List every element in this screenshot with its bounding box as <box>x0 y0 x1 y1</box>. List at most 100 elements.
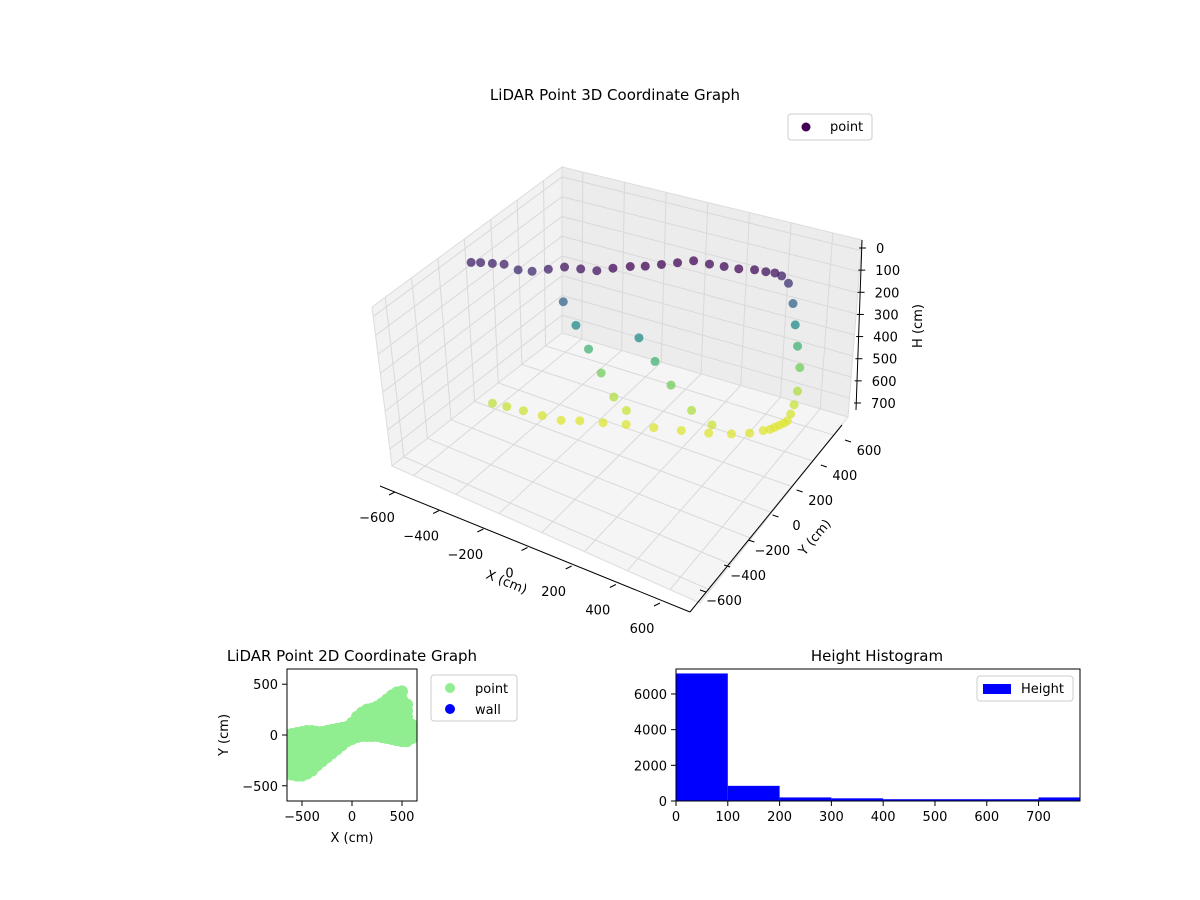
y-tick-3d <box>772 514 779 518</box>
z-axis-label-3d: H (cm) <box>911 304 926 348</box>
grid-line-height <box>377 215 858 355</box>
y-tick-label-histogram: 2000 <box>634 759 667 774</box>
grid-line-wall-right <box>581 172 584 339</box>
point-3d <box>786 409 796 419</box>
legend-marker-point-2d <box>445 683 455 693</box>
point-3d <box>537 411 547 421</box>
x-tick-label-3d: 0 <box>505 567 513 582</box>
grid-line-wall-right <box>819 232 834 409</box>
grid-line-height <box>372 176 862 317</box>
legend-3d: point <box>787 113 873 141</box>
x-tick-3d <box>653 602 661 607</box>
grid-line-floor-x <box>455 350 622 495</box>
y-tick-3d <box>844 439 852 443</box>
histogram-bar <box>727 785 780 801</box>
x-tick-label-2d: 500 <box>390 810 415 825</box>
point-3d <box>765 424 775 434</box>
point-3d <box>609 392 619 402</box>
point-3d <box>687 405 697 415</box>
point-3d <box>704 259 714 269</box>
legend-label-wall-2d: wall <box>475 703 501 718</box>
panel-3d-scatter: LiDAR Point 3D Coordinate Graph −600 −400… <box>359 86 926 637</box>
point-3d <box>704 428 714 438</box>
grid-line-wall-right <box>779 222 792 398</box>
y-tick-3d <box>699 589 707 593</box>
legend-marker-height <box>983 684 1011 694</box>
x-tick-label-histogram: 600 <box>974 810 999 825</box>
z-tick-label-3d: 0 <box>876 242 884 257</box>
grid-line-height <box>387 294 852 431</box>
grid-line-height <box>380 235 857 374</box>
z-tick-label-3d: 200 <box>875 286 900 301</box>
grid-line-floor-y <box>403 456 711 591</box>
y-tick-label-3d: 0 <box>792 519 800 534</box>
y-tick-label-histogram: 0 <box>659 795 667 810</box>
grid-line-floor-x <box>626 396 781 571</box>
point-2d <box>396 685 408 698</box>
y-axis-line <box>689 424 843 613</box>
point-3d <box>499 259 509 269</box>
legend-label-height: Height <box>1021 682 1064 697</box>
histogram-bars <box>676 673 1080 801</box>
panel-2d-scatter: LiDAR Point 2D Coordinate Graph −500 0 500… <box>217 647 518 846</box>
x-tick-label-3d: −200 <box>447 548 483 563</box>
point-3d <box>518 406 528 416</box>
x-tick-label-histogram: 100 <box>715 810 740 825</box>
grid-line-wall-left <box>490 219 499 383</box>
point-3d <box>576 264 586 274</box>
histogram-bar <box>934 799 987 801</box>
panel-height-histogram: Height Histogram 0 100 200 300 400 500 600 7000… <box>634 647 1081 825</box>
grid-line-wall-right <box>740 212 750 386</box>
y-axis-label-3d: Y (cm) <box>795 517 834 560</box>
point-3d <box>571 320 581 330</box>
x-tick-label-3d: 400 <box>585 604 610 619</box>
point-3d <box>502 402 512 412</box>
x-tick-3d <box>432 510 440 514</box>
y-tick-label-histogram: 6000 <box>634 688 667 703</box>
x-tick-label-histogram: 0 <box>672 810 680 825</box>
z-tick-label-3d: 100 <box>875 264 900 279</box>
grid-line-wall-left <box>516 200 523 365</box>
point-3d <box>640 261 650 271</box>
grid-line-wall-left <box>437 258 452 420</box>
x-tick-3d <box>521 547 528 551</box>
z-tick-label-3d: 500 <box>872 353 897 368</box>
grid-3d <box>372 172 862 591</box>
y-tick-3d <box>820 464 827 468</box>
point-3d <box>592 266 602 276</box>
y-axis-label-2d: Y (cm) <box>217 714 232 757</box>
x-tick-label-2d: −500 <box>284 810 320 825</box>
grid-line-height <box>389 314 850 450</box>
ticks-2d: −500 0 500 500 0 −500 <box>242 678 414 825</box>
grid-line-floor-y <box>427 437 732 565</box>
legend-marker-wall-2d <box>445 704 455 714</box>
histogram-bar <box>676 673 728 801</box>
point-3d <box>676 425 686 435</box>
point-3d <box>719 261 729 271</box>
x-tick-label-3d: 200 <box>541 585 566 600</box>
point-2d <box>401 698 413 711</box>
point-3d <box>795 363 805 373</box>
legend-histogram: Height <box>976 675 1074 702</box>
grid-line-wall-left <box>463 238 476 402</box>
x-tick-3d <box>388 491 396 496</box>
grid-line-height <box>375 196 860 336</box>
point-3d <box>726 429 736 439</box>
grid-line-wall-left <box>384 297 405 457</box>
point-3d <box>621 419 631 429</box>
histogram-title: Height Histogram <box>811 647 943 665</box>
legend-marker-point-3d <box>801 122 811 132</box>
point-3d <box>575 416 585 426</box>
histogram-bar <box>1038 797 1080 801</box>
x-tick-label-3d: −400 <box>403 530 439 545</box>
point-3d <box>649 423 659 433</box>
grid-line-height <box>384 275 853 412</box>
y-tick-label-3d: −400 <box>730 569 766 584</box>
histogram-bar <box>883 799 935 801</box>
y-tick-label-2d: 500 <box>253 678 278 693</box>
grid-line-wall-left <box>543 180 546 346</box>
point-3d <box>625 262 635 272</box>
grid-line-floor-x <box>413 338 583 476</box>
point-3d <box>673 258 683 268</box>
x-tick-label-3d: −600 <box>359 511 395 526</box>
